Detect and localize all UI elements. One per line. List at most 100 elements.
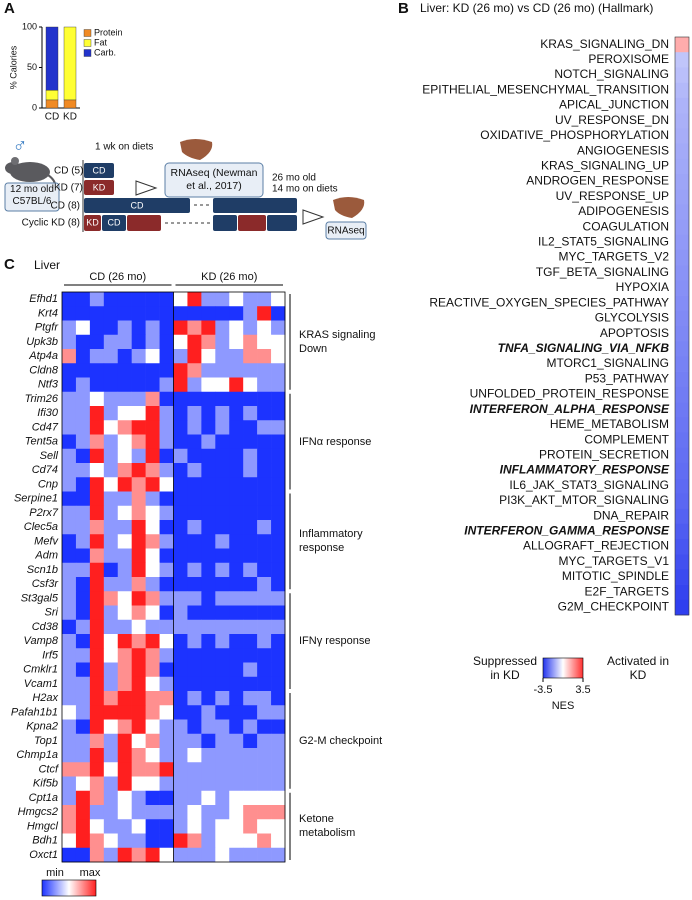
gene-label: Sell	[40, 450, 59, 462]
heatmap-cell	[131, 420, 146, 435]
heatmap-cell	[131, 776, 146, 792]
heatmap-cell	[131, 334, 146, 350]
gene-label: Cldn8	[29, 364, 59, 376]
heatmap-cell	[103, 805, 119, 820]
heatmap-cell	[145, 748, 160, 763]
heatmap-cell	[243, 406, 258, 421]
heatmap-cell	[215, 676, 230, 692]
heatmap-cell	[271, 790, 286, 806]
heatmap-cell	[145, 363, 160, 378]
heatmap-cell	[117, 548, 132, 564]
heatmap-cell	[173, 434, 188, 450]
heatmap-cell	[187, 406, 202, 421]
heatmap-cell	[89, 705, 105, 720]
heatmap-cell	[271, 605, 286, 621]
heatmap-cell	[243, 648, 258, 663]
heatmap-cell	[89, 762, 105, 777]
diet-box	[84, 198, 190, 213]
heatmap-cell	[75, 847, 91, 863]
heatmap-cell	[243, 676, 258, 692]
heatmap-cell	[75, 833, 91, 849]
rnaseq-label: RNAseq (Newman et al., 2017)	[170, 167, 258, 192]
heatmap-cell	[201, 562, 216, 578]
heatmap-cell	[159, 733, 174, 749]
heatmap-cell	[131, 534, 146, 549]
pathway-label: PROTEIN_SECRETION	[539, 447, 669, 461]
heatmap-cell	[131, 562, 146, 578]
heatmap-cell	[62, 719, 77, 735]
heatmap-cell	[229, 634, 244, 649]
pathway-label: OXIDATIVE_PHOSPHORYLATION	[480, 128, 669, 142]
heatmap-cell	[103, 662, 119, 678]
heatmap-cell	[271, 634, 286, 649]
bar-segment	[45, 89, 59, 101]
heatmap-cell	[89, 534, 105, 549]
heatmap-cell	[201, 463, 216, 478]
heatmap-cell	[159, 776, 174, 792]
heatmap-cell	[187, 491, 202, 507]
color-scale	[41, 879, 97, 897]
heatmap-cell	[243, 733, 258, 749]
gene-label: Ctcf	[38, 763, 59, 775]
heatmap-cell	[229, 320, 244, 336]
pathway-label: MTORC1_SIGNALING	[547, 356, 669, 370]
heatmap-cell	[173, 733, 188, 749]
heatmap-cell	[62, 406, 77, 421]
arrow	[302, 209, 325, 225]
heatmap-cell	[229, 448, 244, 464]
heatmap-cell	[215, 420, 230, 435]
heatmap-cell	[215, 505, 230, 521]
heatmap-cell	[103, 334, 119, 350]
heatmap-cell	[159, 477, 174, 492]
heatmap-cell	[145, 577, 160, 592]
heatmap-cell	[103, 434, 119, 450]
heatmap-cell	[243, 292, 258, 307]
heatmap-cell	[117, 662, 132, 678]
gene-label: Scn1b	[27, 564, 58, 576]
heatmap-cell	[271, 420, 286, 435]
heatmap-cell	[257, 676, 272, 692]
heatmap-cell	[75, 463, 91, 478]
heatmap-cell	[187, 292, 202, 307]
arrow	[135, 180, 158, 196]
heatmap-cell	[229, 292, 244, 307]
pathway-label: PI3K_AKT_MTOR_SIGNALING	[499, 493, 669, 507]
heatmap-cell	[62, 591, 77, 606]
heatmap-cell	[173, 505, 188, 521]
heatmap-cell	[257, 733, 272, 749]
heatmap-cell	[159, 790, 174, 806]
heatmap-cell	[159, 320, 174, 336]
heatmap-cell	[257, 591, 272, 606]
heatmap-cell	[62, 705, 77, 720]
heatmap-cell	[75, 349, 91, 364]
heatmap-cell	[75, 591, 91, 606]
heatmap-cell	[201, 391, 216, 407]
rnaseq-box	[325, 221, 367, 240]
heatmap-cell	[117, 776, 132, 792]
heatmap-cell	[131, 847, 146, 863]
heatmap-cell	[243, 448, 258, 464]
heatmap-cell	[103, 363, 119, 378]
gene-label: H2ax	[32, 692, 58, 704]
heatmap-cell	[215, 448, 230, 464]
diet-box-label: CD	[108, 217, 121, 227]
heatmap-cell	[187, 748, 202, 763]
heatmap-cell	[201, 377, 216, 393]
heatmap-cell	[271, 819, 286, 834]
heatmap-cell	[62, 748, 77, 763]
heatmap-cell	[243, 790, 258, 806]
gene-label: Kpna2	[26, 721, 58, 733]
pathway-label: IL2_STAT5_SIGNALING	[538, 235, 669, 249]
heatmap-cell	[201, 805, 216, 820]
heatmap-cell	[243, 577, 258, 592]
nes-cell	[675, 265, 689, 281]
heatmap-cell	[201, 605, 216, 621]
heatmap-cell	[243, 776, 258, 792]
heatmap-cell	[215, 762, 230, 777]
color-scale	[542, 657, 584, 679]
diet-box	[84, 163, 114, 178]
heatmap-cell	[187, 434, 202, 450]
nes-cell	[675, 462, 689, 479]
heatmap-cell	[117, 705, 132, 720]
heatmap-cell	[131, 833, 146, 849]
